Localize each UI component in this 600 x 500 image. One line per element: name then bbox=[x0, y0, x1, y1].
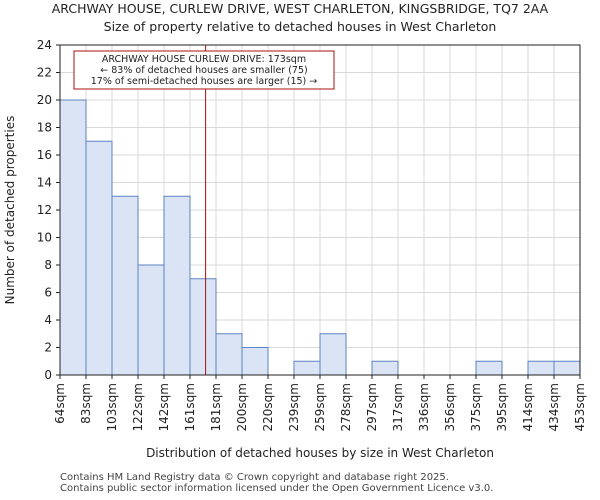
x-tick-label: 278sqm bbox=[339, 383, 353, 431]
x-tick-label: 142sqm bbox=[157, 383, 171, 431]
bar-375sqm bbox=[475, 360, 503, 376]
x-tick-label: 64sqm bbox=[53, 383, 67, 424]
chart-title: ARCHWAY HOUSE, CURLEW DRIVE, WEST CHARLE… bbox=[51, 1, 549, 16]
bar-103sqm bbox=[111, 195, 139, 376]
y-tick-label: 0 bbox=[44, 368, 52, 382]
x-tick-label: 103sqm bbox=[105, 383, 119, 431]
x-tick-label: 434sqm bbox=[547, 383, 561, 431]
bar-259sqm bbox=[319, 333, 347, 376]
y-tick-label: 22 bbox=[37, 66, 52, 80]
x-tick-label: 336sqm bbox=[417, 383, 431, 431]
annotation-line-2: ← 83% of detached houses are smaller (75… bbox=[100, 65, 307, 76]
bar-434sqm bbox=[553, 360, 581, 376]
y-tick-label: 2 bbox=[44, 341, 52, 355]
x-axis-ticks: 64sqm 83sqm 103sqm 122sqm 142sqm 161sqm 181sqm… bbox=[53, 375, 587, 431]
footer-copyright: Contains HM Land Registry data © Crown c… bbox=[60, 472, 449, 483]
y-tick-label: 16 bbox=[37, 148, 52, 162]
y-tick-label: 4 bbox=[44, 313, 52, 327]
x-tick-label: 259sqm bbox=[313, 383, 327, 431]
plot-frame bbox=[59, 44, 581, 376]
y-tick-label: 8 bbox=[44, 258, 52, 272]
y-tick-label: 12 bbox=[37, 203, 52, 217]
x-tick-label: 297sqm bbox=[365, 383, 379, 431]
bar-181sqm bbox=[215, 333, 243, 376]
bar-297sqm bbox=[371, 360, 399, 376]
x-tick-label: 414sqm bbox=[521, 383, 535, 431]
x-tick-label: 200sqm bbox=[235, 383, 249, 431]
x-tick-label: 375sqm bbox=[469, 383, 483, 431]
bar-64sqm bbox=[59, 99, 87, 376]
x-tick-label: 83sqm bbox=[79, 383, 93, 424]
y-axis-label: Number of detached properties bbox=[3, 116, 17, 305]
y-tick-label: 20 bbox=[37, 93, 52, 107]
x-tick-label: 395sqm bbox=[495, 383, 509, 431]
y-tick-label: 14 bbox=[37, 176, 52, 190]
bar-161sqm bbox=[189, 278, 217, 376]
x-tick-label: 161sqm bbox=[183, 383, 197, 431]
bar-122sqm bbox=[137, 264, 165, 376]
x-tick-label: 453sqm bbox=[573, 383, 587, 431]
annotation-line-3: 17% of semi-detached houses are larger (… bbox=[91, 76, 318, 87]
x-tick-label: 356sqm bbox=[443, 383, 457, 431]
x-axis-label: Distribution of detached houses by size … bbox=[146, 446, 494, 460]
annotation-box: ARCHWAY HOUSE CURLEW DRIVE: 173sqm ← 83%… bbox=[73, 50, 335, 90]
x-tick-label: 220sqm bbox=[261, 383, 275, 431]
bar-414sqm bbox=[527, 360, 555, 376]
footer-licence: Contains public sector information licen… bbox=[60, 483, 494, 494]
chart-subtitle: Size of property relative to detached ho… bbox=[103, 19, 497, 34]
annotation-frame bbox=[73, 50, 335, 90]
bar-239sqm bbox=[293, 360, 321, 376]
bar-series bbox=[59, 99, 581, 376]
x-tick-label: 181sqm bbox=[209, 383, 223, 431]
y-tick-label: 6 bbox=[44, 286, 52, 300]
y-tick-label: 18 bbox=[37, 121, 52, 135]
x-tick-label: 122sqm bbox=[131, 383, 145, 431]
annotation-line-1: ARCHWAY HOUSE CURLEW DRIVE: 173sqm bbox=[102, 54, 306, 65]
x-tick-label: 239sqm bbox=[287, 383, 301, 431]
bar-142sqm bbox=[163, 195, 191, 376]
bar-83sqm bbox=[85, 140, 113, 376]
y-tick-label: 10 bbox=[37, 231, 52, 245]
x-tick-label: 317sqm bbox=[391, 383, 405, 431]
y-tick-label: 24 bbox=[37, 38, 52, 52]
bar-200sqm bbox=[241, 347, 269, 376]
